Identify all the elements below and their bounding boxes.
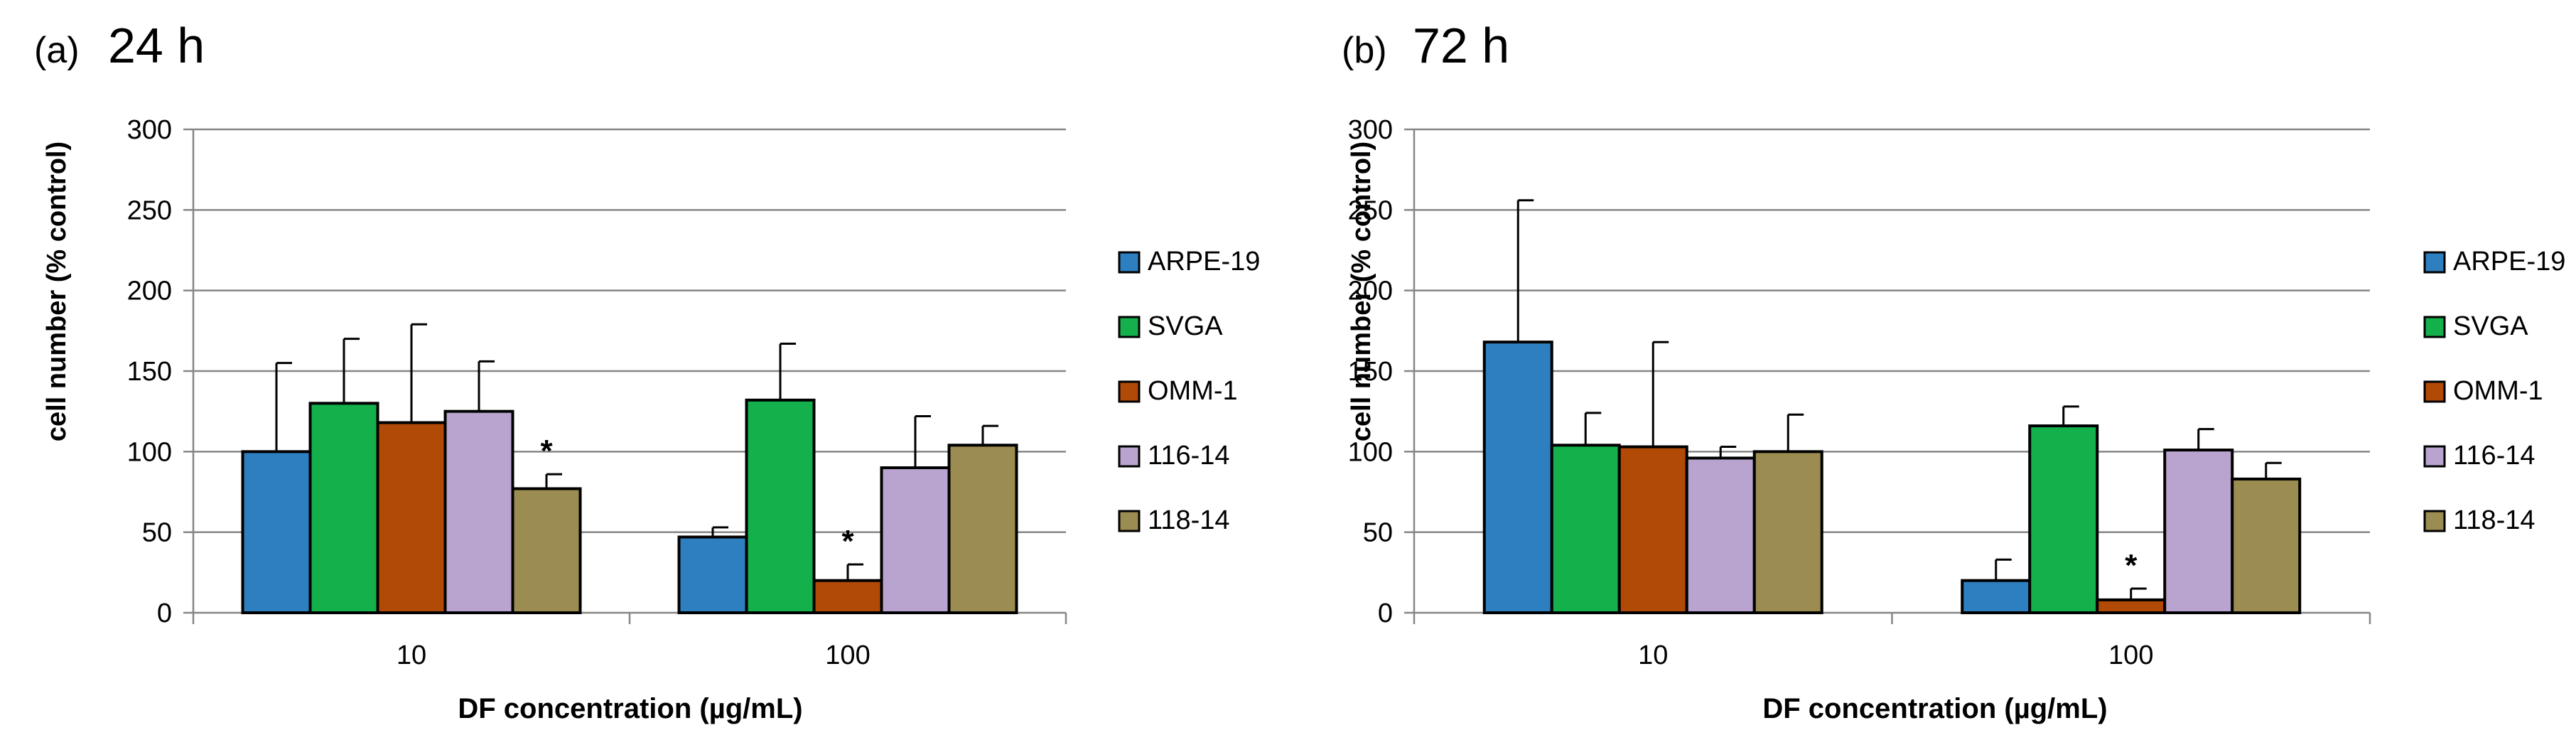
bar-svga-100: [745, 398, 816, 614]
bar-omm-1-10: [376, 421, 447, 614]
legend-swatch-arpe-19: [2423, 251, 2446, 274]
legend-label-arpe-19: ARPE-19: [1148, 247, 1260, 277]
legend-label-svga: SVGA: [2453, 311, 2528, 341]
bar-116-14-10: [1685, 456, 1756, 615]
panel-label: (a): [34, 30, 80, 71]
bar-118-14-10: [1752, 450, 1823, 614]
y-tick-label: 200: [127, 277, 172, 306]
legend-swatch-118-14: [1118, 510, 1141, 532]
y-tick-label: 300: [127, 115, 172, 145]
y-tick-label: 0: [157, 599, 172, 628]
bar-svga-100: [2028, 424, 2099, 614]
x-tick-label: 10: [397, 640, 426, 670]
legend-swatch-svga: [1118, 316, 1141, 338]
legend-label-omm-1: OMM-1: [2453, 376, 2543, 406]
legend-label-116-14: 116-14: [1148, 441, 1230, 471]
legend-swatch-arpe-19: [1118, 251, 1141, 274]
legend-label-svga: SVGA: [1148, 311, 1223, 341]
legend-swatch-omm-1: [1118, 380, 1141, 403]
x-axis-title: DF concentration (µg/mL): [458, 693, 802, 724]
legend-label-116-14: 116-14: [2453, 441, 2535, 471]
significance-asterisk: *: [2125, 548, 2138, 583]
y-tick-label: 250: [1348, 195, 1393, 225]
significance-asterisk: *: [841, 524, 854, 559]
bar-116-14-100: [2163, 449, 2234, 614]
chart-panel-b: (b) 72 h cell number (% control) DF conc…: [1342, 18, 2565, 724]
panel-label: (b): [1342, 30, 1387, 71]
y-tick-label: 100: [127, 437, 172, 467]
chart-title: 72 h: [1413, 18, 1509, 73]
y-tick-label: 50: [142, 518, 172, 548]
bar-omm-1-10: [1617, 445, 1688, 614]
bar-arpe-19-10: [241, 450, 312, 614]
bar-svga-10: [1550, 444, 1621, 614]
bar-118-14-100: [947, 444, 1018, 614]
bar-arpe-19-100: [1961, 579, 2032, 615]
legend-label-118-14: 118-14: [2453, 505, 2535, 535]
y-tick-label: 50: [1363, 518, 1393, 548]
legend-label-arpe-19: ARPE-19: [2453, 247, 2565, 277]
legend-swatch-svga: [2423, 316, 2446, 338]
y-axis-title: cell number (% control): [1347, 141, 1376, 441]
y-tick-label: 0: [1378, 599, 1393, 628]
y-tick-label: 200: [1348, 277, 1393, 306]
bar-svga-10: [308, 402, 379, 614]
legend-swatch-118-14: [2423, 510, 2446, 532]
x-tick-label: 100: [2108, 640, 2153, 670]
legend-swatch-116-14: [1118, 445, 1141, 468]
bar-omm-1-100: [2096, 598, 2167, 614]
legend-label-omm-1: OMM-1: [1148, 376, 1238, 406]
bar-arpe-19-100: [677, 535, 748, 615]
chart-panel-a: (a) 24 h cell number (% control) DF conc…: [34, 18, 1260, 724]
y-tick-label: 250: [127, 195, 172, 225]
y-tick-label: 150: [1348, 357, 1393, 387]
bar-118-14-10: [511, 487, 582, 615]
x-axis-title: DF concentration (µg/mL): [1762, 693, 2107, 724]
bar-arpe-19-10: [1482, 340, 1553, 614]
legend-swatch-116-14: [2423, 445, 2446, 468]
bar-118-14-100: [2231, 477, 2302, 614]
chart-title: 24 h: [108, 18, 205, 73]
y-tick-label: 300: [1348, 115, 1393, 145]
y-tick-label: 150: [127, 357, 172, 387]
legend-label-118-14: 118-14: [1148, 505, 1230, 535]
x-tick-label: 10: [1638, 640, 1668, 670]
legend-swatch-omm-1: [2423, 380, 2446, 403]
significance-asterisk: *: [540, 434, 553, 468]
y-tick-label: 100: [1348, 437, 1393, 467]
bar-116-14-10: [443, 409, 514, 615]
bar-omm-1-100: [812, 579, 883, 615]
y-axis-title: cell number (% control): [42, 141, 72, 441]
x-tick-label: 100: [825, 640, 870, 670]
bar-116-14-100: [880, 466, 951, 614]
